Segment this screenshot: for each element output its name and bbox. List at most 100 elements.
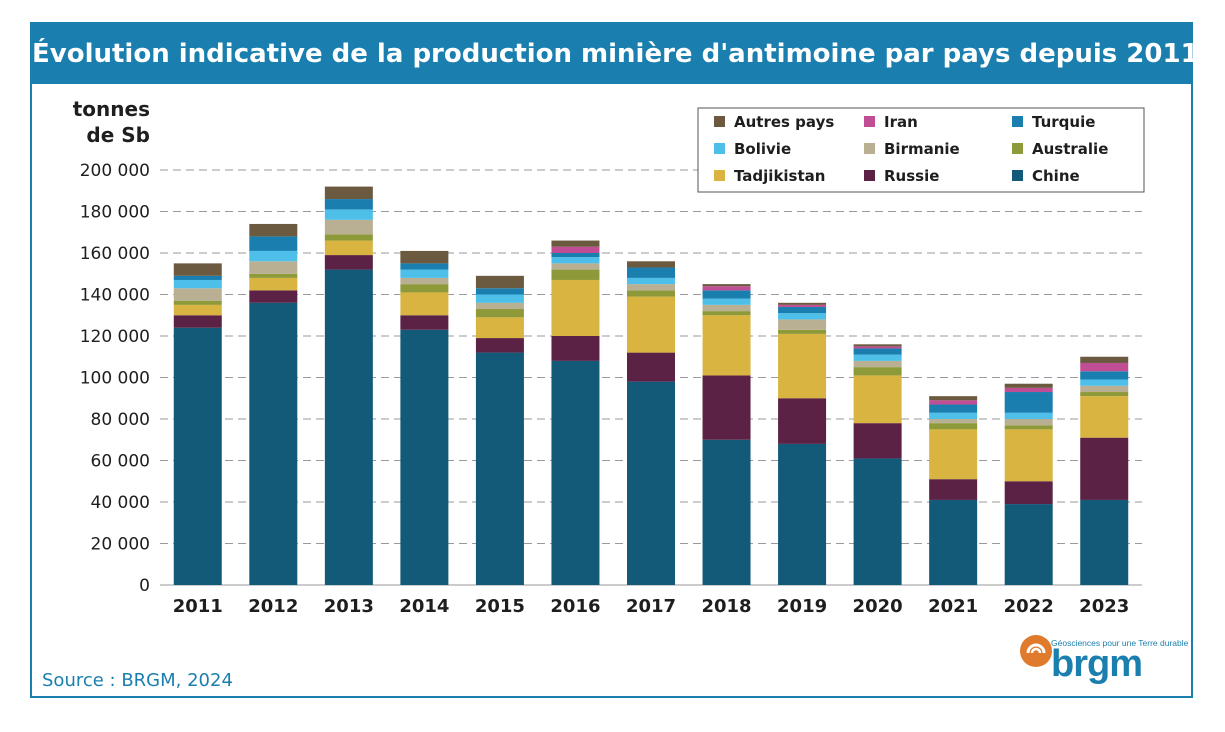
legend-swatch	[864, 170, 875, 181]
bar-segment	[324, 219, 373, 235]
bar-segment	[249, 261, 298, 274]
y-tick-label: 140 000	[80, 286, 150, 306]
bar-segment	[475, 309, 524, 318]
bar-segment	[173, 327, 222, 585]
y-tick-label: 20 000	[91, 535, 150, 555]
y-tick-label: 180 000	[80, 203, 150, 223]
legend-box	[697, 107, 1145, 193]
x-tick-label: 2018	[701, 596, 751, 617]
bar-segment	[627, 284, 675, 291]
bar-segment	[627, 261, 675, 268]
bar-segment	[929, 499, 978, 585]
x-tick-label: 2011	[173, 596, 223, 617]
bar-segment	[929, 429, 978, 480]
bar-segment	[400, 263, 449, 270]
bar-segment	[929, 404, 978, 413]
legend-label: Chine	[1032, 167, 1080, 185]
bar-segment	[249, 290, 298, 303]
x-tick-label: 2021	[928, 596, 978, 617]
legend-label: Tadjikistan	[734, 167, 825, 185]
bar-segment	[324, 209, 373, 220]
bar-segment	[1004, 387, 1053, 393]
bar-segment	[929, 412, 978, 419]
legend-label: Australie	[1032, 140, 1108, 158]
bar-segment	[173, 279, 222, 289]
bar-segment	[1080, 499, 1129, 585]
bar-segment	[173, 304, 222, 316]
bar-segment	[551, 240, 600, 247]
bar-segment	[1080, 379, 1129, 386]
bar-segment	[929, 479, 978, 500]
y-tick-label: 160 000	[80, 244, 150, 264]
bar-segment	[853, 346, 902, 349]
bar-segment	[173, 315, 222, 328]
bar-segment	[778, 333, 827, 399]
bar-segment	[173, 275, 222, 280]
bar-segment	[551, 269, 600, 280]
bar-segment	[1004, 419, 1053, 426]
x-tick-label: 2015	[475, 596, 525, 617]
bar-segment	[1004, 504, 1053, 585]
legend-label: Russie	[884, 167, 939, 185]
bar-segment	[551, 257, 600, 264]
bar-segment	[1080, 385, 1129, 393]
legend-swatch	[714, 143, 725, 154]
source-note: Source : BRGM, 2024	[42, 670, 233, 691]
brgm-logo-icon	[1020, 635, 1052, 667]
bar-segment	[702, 439, 751, 585]
bar-segment	[778, 329, 827, 334]
bar-segment	[551, 279, 600, 336]
bar-segment	[249, 277, 298, 291]
bar-segment	[400, 250, 449, 264]
x-tick-label: 2016	[550, 596, 600, 617]
bar-segment	[778, 313, 827, 320]
bar-segment	[551, 336, 600, 361]
x-tick-label: 2022	[1004, 596, 1054, 617]
brgm-logo: Géosciences pour une Terre durable brgm	[1017, 630, 1188, 690]
x-tick-label: 2017	[626, 596, 676, 617]
bar-segment	[1004, 429, 1053, 482]
bar-segment	[702, 298, 751, 305]
bar-segment	[249, 273, 298, 278]
bar-segment	[1004, 425, 1053, 430]
x-tick-label: 2020	[853, 596, 903, 617]
bar-segment	[173, 300, 222, 305]
y-tick-label: 80 000	[91, 410, 150, 430]
bar-segment	[249, 302, 298, 585]
bar-segment	[1004, 383, 1053, 388]
bar-segment	[929, 400, 978, 405]
bar-segment	[853, 458, 902, 585]
bar-segment	[324, 199, 373, 210]
bar-segment	[400, 269, 449, 278]
bar-segment	[778, 302, 827, 305]
x-tick-label: 2012	[248, 596, 298, 617]
legend-swatch	[1012, 143, 1023, 154]
bar-segment	[551, 263, 600, 270]
bar-segment	[702, 315, 751, 376]
bar-segment	[324, 186, 373, 200]
bar-segment	[853, 423, 902, 459]
bar-segment	[173, 288, 222, 301]
stacked-bar-chart: 0 20 000 40 000 60 000 80 000 100 000 120 000 1…	[73, 97, 1145, 617]
bar-segment	[1080, 371, 1129, 380]
x-tick-label: 2014	[399, 596, 449, 617]
x-tick-label: 2013	[324, 596, 374, 617]
bar-segment	[400, 277, 449, 285]
bar-segment	[324, 255, 373, 270]
bar-segment	[249, 236, 298, 251]
bar-segment	[702, 375, 751, 440]
bar-segment	[853, 375, 902, 424]
bar-segment	[853, 354, 902, 361]
bar-segment	[778, 306, 827, 314]
bar-segment	[475, 294, 524, 303]
bar-segment	[324, 234, 373, 241]
bar-segment	[551, 246, 600, 253]
bar-segment	[551, 360, 600, 585]
bar-segment	[853, 367, 902, 376]
bar-segment	[551, 253, 600, 258]
bar-segment	[627, 381, 675, 585]
bar-segment	[853, 360, 902, 368]
bar-segment	[627, 290, 675, 297]
y-axis-title: tonnes	[73, 97, 150, 121]
bar-segment	[400, 315, 449, 330]
